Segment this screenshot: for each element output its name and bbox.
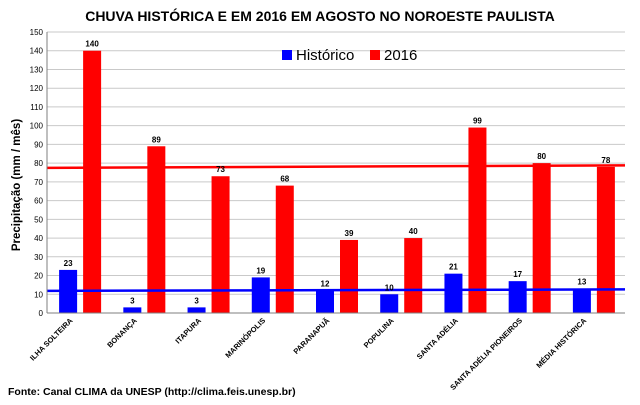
legend: Histórico 2016 <box>282 47 417 64</box>
data-label: 99 <box>473 117 482 126</box>
historico-bar <box>123 307 142 313</box>
data-label: 17 <box>513 270 522 279</box>
legend-swatch-historico <box>282 50 292 60</box>
data-label: 23 <box>64 259 73 268</box>
y-tick-label: 20 <box>34 272 43 281</box>
historico-bar <box>251 277 270 313</box>
bar-2016 <box>211 176 230 313</box>
historico-bar <box>572 288 591 313</box>
bar-2016 <box>468 127 487 313</box>
y-axis-label: Precipitação (mm / mês) <box>11 119 23 251</box>
historico-bar <box>508 281 527 313</box>
data-labels: 23 3 3 19 12 10 21 17 13 140 89 73 68 39 40 99 80 78 <box>64 40 611 306</box>
bar-2016 <box>83 50 102 313</box>
data-label: 19 <box>256 266 265 275</box>
source-note: Fonte: Canal CLIMA da UNESP (http://clim… <box>8 386 296 398</box>
data-label: 10 <box>385 283 394 292</box>
y-tick-label: 90 <box>34 140 43 149</box>
reference-line-historico <box>46 288 626 293</box>
y-tick-label: 150 <box>30 28 44 37</box>
historico-bar <box>444 273 463 313</box>
legend-swatch-2016 <box>370 50 380 60</box>
data-label: 3 <box>194 296 199 305</box>
historico-bar <box>187 307 206 313</box>
bar-2016 <box>596 166 615 313</box>
historico-bar <box>380 294 399 313</box>
bar-2016 <box>275 185 294 313</box>
y-tick-label: 100 <box>30 122 44 131</box>
data-label: 3 <box>130 296 135 305</box>
chart-title: CHUVA HISTÓRICA E EM 2016 EM AGOSTO NO N… <box>85 7 555 24</box>
reference-lines <box>46 164 626 293</box>
data-label: 78 <box>601 156 610 165</box>
legend-label-historico: Histórico <box>296 47 354 64</box>
bars <box>59 50 615 313</box>
y-tick-label: 130 <box>30 65 44 74</box>
data-label: 73 <box>216 165 225 174</box>
y-tick-label: 70 <box>34 178 43 187</box>
bar-2016 <box>404 238 423 313</box>
bar-2016 <box>147 146 166 313</box>
y-tick-label: 120 <box>30 84 44 93</box>
y-tick-label: 140 <box>30 47 44 56</box>
gridlines <box>47 31 625 295</box>
legend-label-2016: 2016 <box>384 47 417 64</box>
bar-2016 <box>340 239 358 313</box>
data-label: 68 <box>280 175 289 184</box>
reference-line-2016 <box>46 164 626 170</box>
y-tick-label: 80 <box>34 159 43 168</box>
data-label: 89 <box>152 135 161 144</box>
data-label: 39 <box>345 229 354 238</box>
y-tick-label: 40 <box>34 234 43 243</box>
data-label: 13 <box>577 278 586 287</box>
y-tick-label: 0 <box>39 309 44 318</box>
y-tick-label: 60 <box>34 197 43 206</box>
bar-2016 <box>532 163 551 313</box>
data-label: 40 <box>409 227 418 236</box>
data-label: 21 <box>449 263 458 272</box>
y-tick-label: 10 <box>34 290 43 299</box>
historico-bar <box>316 290 334 313</box>
y-tick-label: 50 <box>34 215 43 224</box>
data-label: 12 <box>321 280 330 289</box>
y-axis-ticks: 0 10 20 30 40 50 60 70 80 90 100 110 120 130 140 150 <box>30 28 44 318</box>
data-label: 140 <box>85 40 99 49</box>
y-tick-label: 110 <box>30 103 43 112</box>
y-tick-label: 30 <box>34 253 43 262</box>
data-label: 80 <box>537 152 546 161</box>
